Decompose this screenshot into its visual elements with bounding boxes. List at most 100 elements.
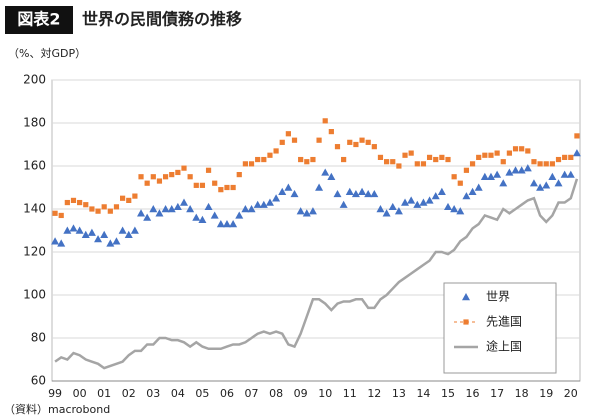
- triangle-marker: [511, 166, 520, 174]
- square-marker: [543, 161, 549, 167]
- triangle-marker: [474, 183, 483, 191]
- triangle-marker: [536, 183, 545, 191]
- square-marker: [199, 182, 206, 188]
- triangle-marker: [321, 168, 330, 176]
- triangle-marker: [302, 209, 311, 217]
- square-marker: [304, 159, 310, 165]
- square-marker: [488, 152, 494, 158]
- triangle-marker: [259, 200, 268, 208]
- triangle-marker: [222, 220, 231, 228]
- y-axis-label: （%、対GDP）: [8, 46, 86, 60]
- square-marker: [525, 148, 531, 154]
- square-marker: [70, 197, 77, 203]
- triangle-marker: [241, 205, 250, 213]
- series-line: [54, 178, 579, 370]
- square-marker: [506, 150, 512, 156]
- x-tick-label: 04: [171, 387, 185, 400]
- x-tick-label: 19: [539, 387, 553, 400]
- x-tick-label: 01: [97, 387, 111, 400]
- legend-label: 途上国: [486, 339, 522, 354]
- triangle-marker: [290, 189, 299, 198]
- x-tick-label: 05: [195, 387, 209, 400]
- triangle-marker: [106, 239, 115, 247]
- badge-box: [5, 6, 73, 34]
- y-tick-label: 180: [23, 116, 46, 130]
- square-marker: [291, 137, 298, 143]
- square-marker: [285, 131, 291, 137]
- square-marker: [267, 152, 273, 158]
- triangle-marker: [315, 183, 324, 191]
- square-marker: [107, 208, 113, 214]
- triangle-marker: [413, 200, 422, 208]
- square-marker: [341, 156, 347, 163]
- x-tick-label: 11: [343, 387, 357, 400]
- square-marker: [156, 178, 163, 184]
- triangle-marker: [265, 198, 274, 206]
- square-marker: [64, 199, 70, 206]
- triangle-marker: [143, 213, 152, 221]
- triangle-marker: [529, 179, 538, 187]
- square-marker: [162, 174, 169, 180]
- triangle-marker: [192, 213, 201, 221]
- square-marker: [439, 154, 445, 160]
- square-marker: [384, 159, 390, 165]
- x-tick-label: 14: [416, 387, 430, 400]
- square-marker: [279, 139, 285, 145]
- square-marker: [512, 146, 519, 152]
- x-tick-label: 13: [392, 387, 406, 400]
- triangle-marker: [130, 226, 139, 234]
- triangle-marker: [351, 189, 360, 198]
- triangle-marker: [87, 228, 96, 236]
- triangle-marker: [198, 215, 207, 223]
- y-tick-label: 80: [31, 331, 46, 345]
- square-marker: [310, 156, 316, 163]
- square-marker: [574, 133, 580, 139]
- square-marker: [193, 182, 199, 188]
- square-marker: [273, 148, 279, 154]
- triangle-marker: [548, 172, 557, 180]
- triangle-marker: [345, 187, 354, 195]
- triangle-marker: [173, 202, 182, 211]
- chart-title: 世界の民間債務の推移: [82, 10, 242, 29]
- square-marker: [126, 197, 132, 203]
- square-marker: [120, 195, 126, 201]
- square-marker: [433, 156, 439, 163]
- square-marker: [175, 169, 181, 176]
- square-marker: [334, 144, 341, 150]
- triangle-marker: [161, 205, 170, 213]
- square-marker: [224, 184, 230, 191]
- square-marker: [377, 154, 384, 160]
- square-marker: [365, 139, 371, 145]
- triangle-marker: [364, 189, 373, 198]
- triangle-marker: [499, 179, 508, 187]
- y-tick-label: 100: [23, 288, 46, 302]
- x-tick-label: 08: [269, 387, 283, 400]
- x-tick-label: 09: [294, 387, 308, 400]
- square-marker: [463, 167, 470, 173]
- triangle-marker: [308, 207, 317, 215]
- square-marker: [371, 144, 377, 150]
- square-marker: [89, 206, 95, 212]
- triangle-marker: [57, 239, 66, 247]
- triangle-marker: [376, 205, 385, 213]
- square-marker: [537, 161, 543, 167]
- triangle-marker: [100, 230, 109, 238]
- triangle-marker: [253, 200, 262, 208]
- square-marker: [328, 129, 334, 135]
- triangle-marker: [566, 170, 575, 178]
- square-marker: [95, 208, 101, 214]
- triangle-marker: [517, 166, 526, 174]
- square-marker: [298, 156, 304, 163]
- square-marker: [426, 154, 433, 160]
- triangle-marker: [468, 187, 477, 195]
- y-tick-label: 120: [23, 245, 46, 259]
- square-marker: [52, 210, 58, 216]
- triangle-marker: [180, 198, 188, 206]
- triangle-marker: [431, 192, 440, 200]
- triangle-marker: [450, 205, 459, 213]
- triangle-marker: [186, 205, 195, 213]
- square-marker: [414, 161, 420, 167]
- square-marker: [494, 150, 500, 156]
- square-marker: [132, 193, 138, 199]
- square-marker: [205, 167, 212, 173]
